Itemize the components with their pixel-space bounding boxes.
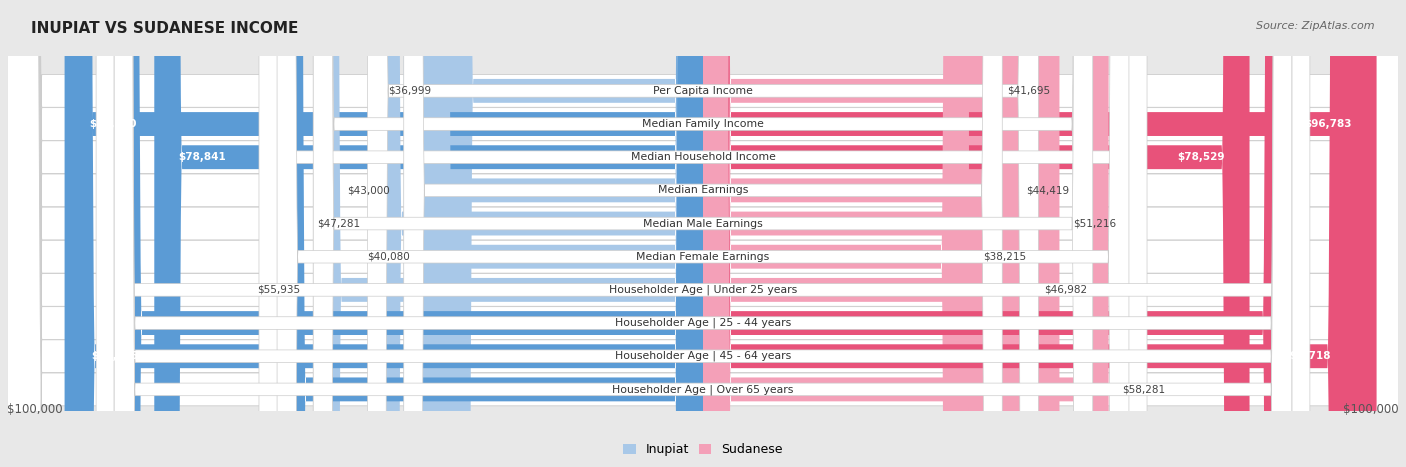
FancyBboxPatch shape xyxy=(314,0,703,467)
FancyBboxPatch shape xyxy=(7,0,1399,467)
Text: $93,718: $93,718 xyxy=(1284,351,1331,361)
Text: $96,783: $96,783 xyxy=(1305,119,1353,129)
FancyBboxPatch shape xyxy=(114,0,703,467)
FancyBboxPatch shape xyxy=(404,0,703,467)
Text: $61,061: $61,061 xyxy=(302,384,350,395)
FancyBboxPatch shape xyxy=(96,0,1310,467)
Text: $38,215: $38,215 xyxy=(983,252,1026,262)
FancyBboxPatch shape xyxy=(114,0,1292,467)
FancyBboxPatch shape xyxy=(7,0,1399,467)
Text: $41,695: $41,695 xyxy=(1007,86,1050,96)
FancyBboxPatch shape xyxy=(314,0,1092,467)
FancyBboxPatch shape xyxy=(703,0,969,467)
Legend: Inupiat, Sudanese: Inupiat, Sudanese xyxy=(619,439,787,461)
Text: $100,000: $100,000 xyxy=(7,403,63,417)
FancyBboxPatch shape xyxy=(314,0,1092,467)
FancyBboxPatch shape xyxy=(155,0,703,467)
FancyBboxPatch shape xyxy=(425,0,703,467)
Text: Householder Age | Over 65 years: Householder Age | Over 65 years xyxy=(612,384,794,395)
FancyBboxPatch shape xyxy=(278,0,703,467)
FancyBboxPatch shape xyxy=(259,0,1147,467)
Text: Source: ZipAtlas.com: Source: ZipAtlas.com xyxy=(1257,21,1375,31)
Text: Per Capita Income: Per Capita Income xyxy=(652,86,754,96)
Text: $43,000: $43,000 xyxy=(347,185,389,195)
Text: $100,000: $100,000 xyxy=(1343,403,1399,417)
FancyBboxPatch shape xyxy=(703,0,993,467)
FancyBboxPatch shape xyxy=(446,0,703,467)
FancyBboxPatch shape xyxy=(7,0,1399,467)
FancyBboxPatch shape xyxy=(7,0,1399,467)
Text: Median Male Earnings: Median Male Earnings xyxy=(643,219,763,228)
Text: $44,419: $44,419 xyxy=(1026,185,1069,195)
FancyBboxPatch shape xyxy=(404,0,1002,467)
FancyBboxPatch shape xyxy=(7,0,1399,467)
FancyBboxPatch shape xyxy=(114,0,1292,467)
Text: Median Family Income: Median Family Income xyxy=(643,119,763,129)
FancyBboxPatch shape xyxy=(7,0,1399,467)
Text: $84,619: $84,619 xyxy=(138,318,186,328)
FancyBboxPatch shape xyxy=(374,0,703,467)
FancyBboxPatch shape xyxy=(703,0,1108,467)
Text: Median Earnings: Median Earnings xyxy=(658,185,748,195)
FancyBboxPatch shape xyxy=(703,0,1250,467)
FancyBboxPatch shape xyxy=(703,0,1376,467)
Text: $40,080: $40,080 xyxy=(367,252,411,262)
Text: Median Female Earnings: Median Female Earnings xyxy=(637,252,769,262)
FancyBboxPatch shape xyxy=(114,0,1292,467)
FancyBboxPatch shape xyxy=(65,0,703,467)
FancyBboxPatch shape xyxy=(703,0,1291,467)
Text: $91,355: $91,355 xyxy=(91,351,139,361)
Text: $47,281: $47,281 xyxy=(316,219,360,228)
FancyBboxPatch shape xyxy=(703,0,1355,467)
Text: Householder Age | 25 - 44 years: Householder Age | 25 - 44 years xyxy=(614,318,792,328)
FancyBboxPatch shape xyxy=(367,0,1039,467)
FancyBboxPatch shape xyxy=(7,0,1399,467)
Text: Median Household Income: Median Household Income xyxy=(630,152,776,162)
Text: $58,281: $58,281 xyxy=(1122,384,1166,395)
Text: Householder Age | Under 25 years: Householder Age | Under 25 years xyxy=(609,285,797,295)
Text: $36,999: $36,999 xyxy=(388,86,432,96)
Text: $91,730: $91,730 xyxy=(89,119,136,129)
Text: INUPIAT VS SUDANESE INCOME: INUPIAT VS SUDANESE INCOME xyxy=(31,21,298,36)
FancyBboxPatch shape xyxy=(7,0,1399,467)
FancyBboxPatch shape xyxy=(7,0,1399,467)
FancyBboxPatch shape xyxy=(703,0,1031,467)
Text: $78,529: $78,529 xyxy=(1178,152,1225,162)
FancyBboxPatch shape xyxy=(277,0,1129,467)
Text: $51,216: $51,216 xyxy=(1073,219,1116,228)
Text: $55,935: $55,935 xyxy=(257,285,299,295)
Text: $78,841: $78,841 xyxy=(179,152,226,162)
Text: Householder Age | 45 - 64 years: Householder Age | 45 - 64 years xyxy=(614,351,792,361)
Text: $84,401: $84,401 xyxy=(1218,318,1265,328)
FancyBboxPatch shape xyxy=(703,0,1060,467)
FancyBboxPatch shape xyxy=(7,0,1399,467)
FancyBboxPatch shape xyxy=(67,0,703,467)
Text: $46,982: $46,982 xyxy=(1043,285,1087,295)
FancyBboxPatch shape xyxy=(703,0,1012,467)
